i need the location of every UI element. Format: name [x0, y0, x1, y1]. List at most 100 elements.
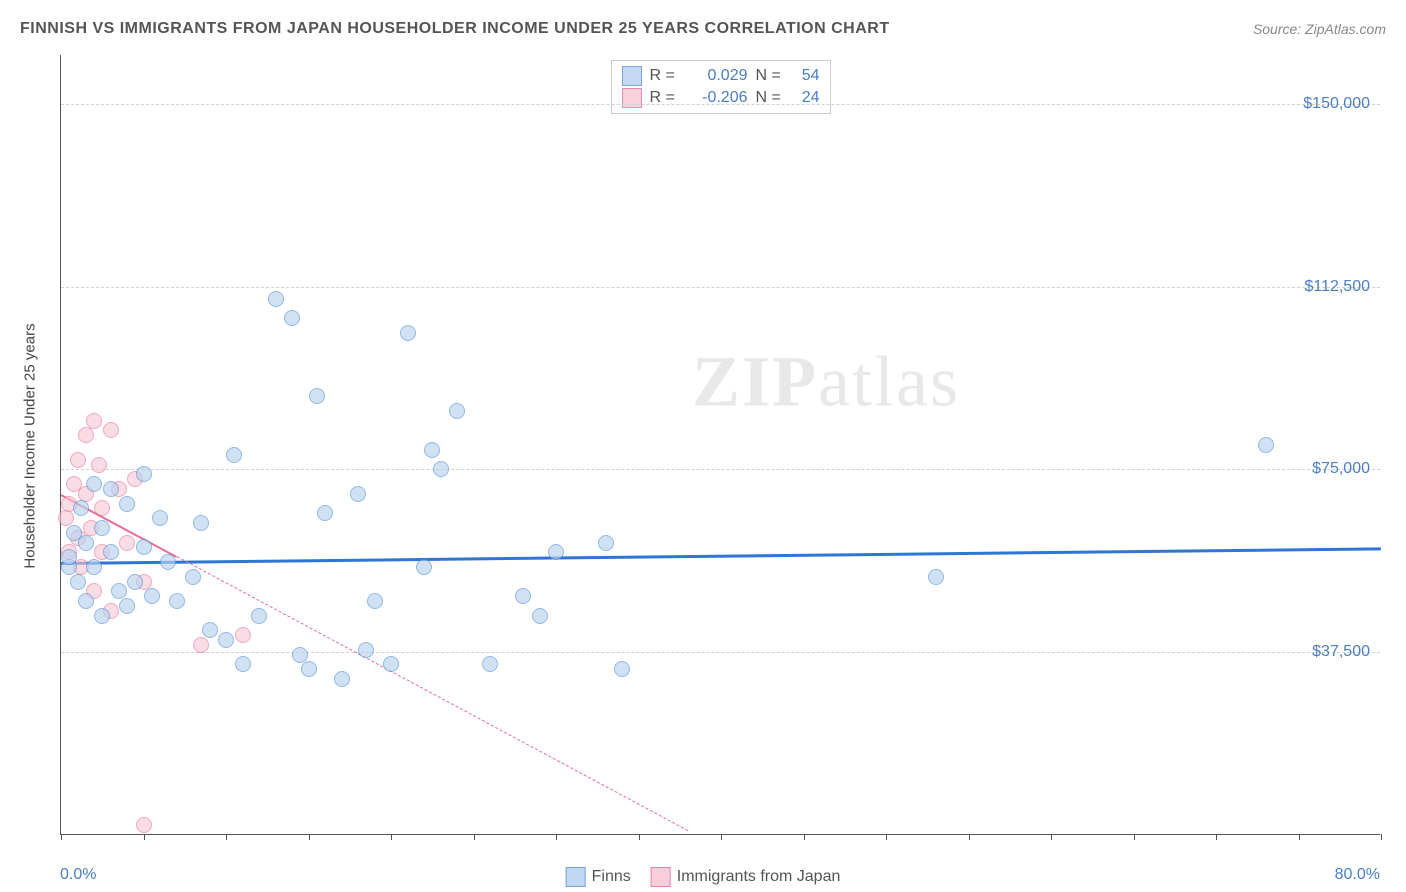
data-point — [1258, 437, 1274, 453]
data-point — [127, 574, 143, 590]
data-point — [86, 476, 102, 492]
data-point — [532, 608, 548, 624]
gridline — [61, 104, 1380, 105]
data-point — [193, 637, 209, 653]
data-point — [169, 593, 185, 609]
series-legend: Finns Immigrants from Japan — [566, 867, 841, 887]
legend-swatch — [622, 66, 642, 86]
data-point — [284, 310, 300, 326]
chart-header: FINNISH VS IMMIGRANTS FROM JAPAN HOUSEHO… — [20, 20, 1386, 38]
x-tick — [886, 834, 887, 840]
x-tick — [144, 834, 145, 840]
x-tick — [721, 834, 722, 840]
n-value: 54 — [792, 67, 820, 85]
x-tick — [1134, 834, 1135, 840]
gridline — [61, 287, 1380, 288]
data-point — [119, 535, 135, 551]
gridline — [61, 469, 1380, 470]
data-point — [433, 461, 449, 477]
data-point — [91, 457, 107, 473]
stats-legend-row: R =-0.206N =24 — [622, 87, 820, 109]
data-point — [449, 403, 465, 419]
series-legend-item: Finns — [566, 867, 631, 887]
data-point — [103, 422, 119, 438]
r-value: 0.029 — [686, 67, 748, 85]
x-tick — [61, 834, 62, 840]
data-point — [61, 549, 77, 565]
x-tick-label: 0.0% — [60, 866, 96, 884]
data-point — [144, 588, 160, 604]
x-tick — [1216, 834, 1217, 840]
legend-swatch — [651, 867, 671, 887]
data-point — [548, 544, 564, 560]
data-point — [424, 442, 440, 458]
x-tick — [556, 834, 557, 840]
data-point — [86, 559, 102, 575]
x-tick — [1381, 834, 1382, 840]
data-point — [226, 447, 242, 463]
x-tick — [1299, 834, 1300, 840]
r-label: R = — [650, 67, 678, 85]
data-point — [416, 559, 432, 575]
x-tick — [639, 834, 640, 840]
series-name: Immigrants from Japan — [677, 868, 841, 886]
x-tick — [309, 834, 310, 840]
chart-title: FINNISH VS IMMIGRANTS FROM JAPAN HOUSEHO… — [20, 20, 890, 38]
data-point — [136, 817, 152, 833]
x-tick — [1051, 834, 1052, 840]
x-tick — [226, 834, 227, 840]
data-point — [614, 661, 630, 677]
data-point — [251, 608, 267, 624]
data-point — [598, 535, 614, 551]
data-point — [160, 554, 176, 570]
data-point — [78, 427, 94, 443]
watermark-text: ZIPatlas — [692, 341, 960, 424]
data-point — [202, 622, 218, 638]
data-point — [136, 466, 152, 482]
x-tick — [804, 834, 805, 840]
series-name: Finns — [592, 868, 631, 886]
data-point — [152, 510, 168, 526]
data-point — [928, 569, 944, 585]
data-point — [78, 535, 94, 551]
data-point — [103, 544, 119, 560]
data-point — [235, 627, 251, 643]
gridline — [61, 652, 1380, 653]
trend-line — [176, 556, 688, 831]
data-point — [70, 574, 86, 590]
data-point — [119, 598, 135, 614]
data-point — [103, 481, 119, 497]
stats-legend-row: R = 0.029 N = 54 — [622, 65, 820, 87]
data-point — [268, 291, 284, 307]
x-tick-label: 80.0% — [1335, 866, 1380, 884]
data-point — [482, 656, 498, 672]
legend-swatch — [566, 867, 586, 887]
data-point — [218, 632, 234, 648]
data-point — [94, 500, 110, 516]
n-label: N = — [756, 67, 784, 85]
correlation-stats-legend: R = 0.029 N = 54 R =-0.206N =24 — [611, 60, 831, 114]
data-point — [309, 388, 325, 404]
data-point — [301, 661, 317, 677]
y-tick-label: $37,500 — [1312, 643, 1370, 661]
data-point — [119, 496, 135, 512]
scatter-plot-area: ZIPatlas R = 0.029 N = 54 R =-0.206N =24 — [60, 55, 1380, 835]
data-point — [58, 510, 74, 526]
data-point — [185, 569, 201, 585]
series-legend-item: Immigrants from Japan — [651, 867, 841, 887]
x-tick — [969, 834, 970, 840]
data-point — [367, 593, 383, 609]
data-point — [86, 413, 102, 429]
data-point — [78, 593, 94, 609]
data-point — [317, 505, 333, 521]
legend-swatch — [622, 88, 642, 108]
data-point — [73, 500, 89, 516]
data-point — [334, 671, 350, 687]
y-axis-label: Householder Income Under 25 years — [22, 323, 39, 568]
x-tick — [474, 834, 475, 840]
source-attribution: Source: ZipAtlas.com — [1253, 21, 1386, 37]
y-tick-label: $112,500 — [1304, 278, 1370, 296]
data-point — [193, 515, 209, 531]
data-point — [235, 656, 251, 672]
data-point — [111, 583, 127, 599]
